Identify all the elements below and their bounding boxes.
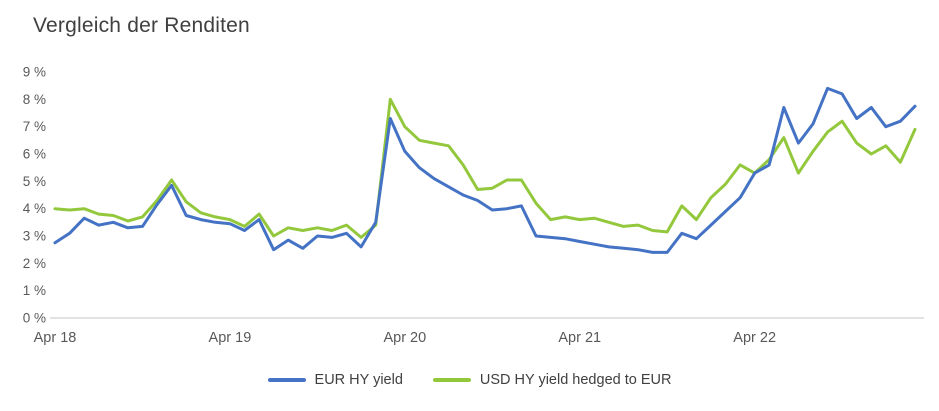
legend-label-usd: USD HY yield hedged to EUR: [479, 372, 672, 388]
x-axis-tick-label: Apr 22: [733, 330, 776, 346]
y-axis-tick-label: 7 %: [23, 119, 46, 134]
y-axis-tick-label: 8 %: [23, 92, 46, 107]
usd-series-line: [53, 97, 917, 239]
eur-series-line: [53, 86, 917, 254]
y-axis-tick-label: 3 %: [23, 229, 46, 244]
chart-title: Vergleich der Renditen: [33, 14, 250, 37]
y-axis-tick-label: 4 %: [23, 201, 46, 216]
y-axis-tick-label: 0 %: [23, 311, 46, 326]
eur-line-swatch: [267, 378, 306, 382]
legend-item-usd: USD HY yield hedged to EUR: [432, 372, 672, 388]
x-axis-tick-label: Apr 20: [383, 330, 426, 346]
x-axis-tick-label: Apr 18: [34, 330, 77, 346]
y-axis-tick-label: 9 %: [23, 65, 46, 80]
legend: EUR HY yield USD HY yield hedged to EUR: [0, 372, 939, 388]
usd-line-swatch: [432, 378, 471, 382]
x-axis-tick-label: Apr 19: [209, 330, 252, 346]
y-axis-tick-label: 2 %: [23, 256, 46, 271]
x-axis-tick-label: Apr 21: [558, 330, 601, 346]
legend-label-eur: EUR HY yield: [314, 372, 403, 388]
legend-item-eur: EUR HY yield: [267, 372, 403, 388]
y-axis-tick-label: 5 %: [23, 174, 46, 189]
y-axis-tick-label: 1 %: [23, 283, 46, 298]
y-axis-tick-label: 6 %: [23, 147, 46, 162]
